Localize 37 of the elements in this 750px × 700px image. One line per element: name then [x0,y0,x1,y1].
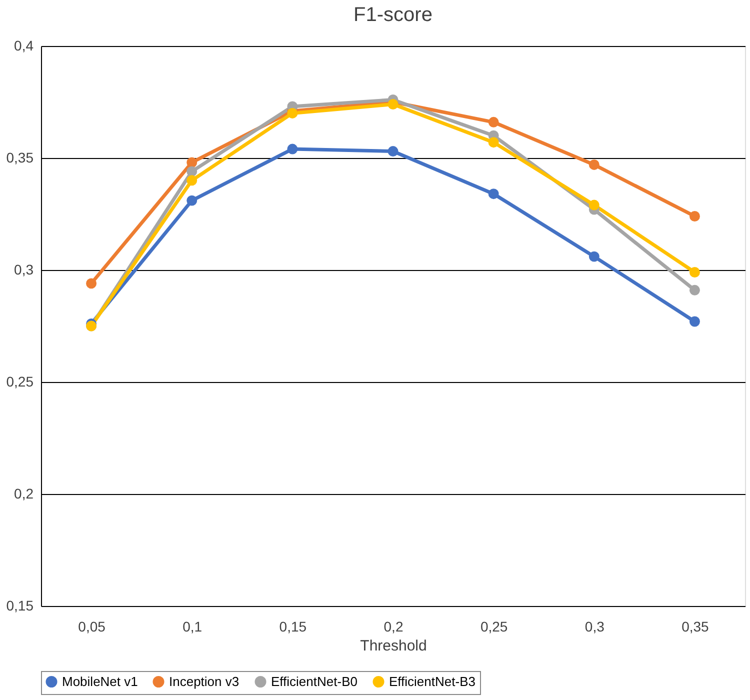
point [388,99,398,110]
point [186,157,198,168]
point [689,316,700,327]
x-tick-label: 0,2 [384,618,404,634]
chart-title: F1-score [354,4,432,26]
point [488,137,499,148]
point [186,195,198,206]
point [86,278,97,289]
x-tick-label: 0,25 [480,618,508,634]
x-tick-label: 0,15 [279,618,307,634]
point [588,251,600,262]
point [388,146,398,157]
point [186,175,198,186]
legend-label: EfficientNet-B0 [271,674,358,689]
x-tick-label: 0,35 [682,618,710,634]
y-tick-label: 0,25 [6,374,34,390]
point [287,144,298,154]
legend-label: Inception v3 [169,674,240,689]
y-tick-label: 0,15 [6,598,34,614]
point [689,211,700,222]
point [186,166,198,177]
point [588,159,600,170]
y-tick-label: 0,3 [14,262,34,278]
point [488,188,499,200]
point [689,284,700,296]
y-tick-label: 0,35 [6,150,34,166]
point [588,200,600,210]
y-tick-label: 0,2 [14,486,34,502]
legend-label: MobileNet v1 [62,674,138,689]
point [689,267,700,278]
y-tick-label: 0,4 [14,38,34,54]
x-tick-label: 0,3 [584,618,605,634]
x-axis-title: Threshold [360,638,427,654]
legend-label: EfficientNet-B3 [389,674,476,689]
point [488,116,499,128]
x-tick-label: 0,1 [182,618,202,634]
x-tick-label: 0,05 [78,618,106,634]
